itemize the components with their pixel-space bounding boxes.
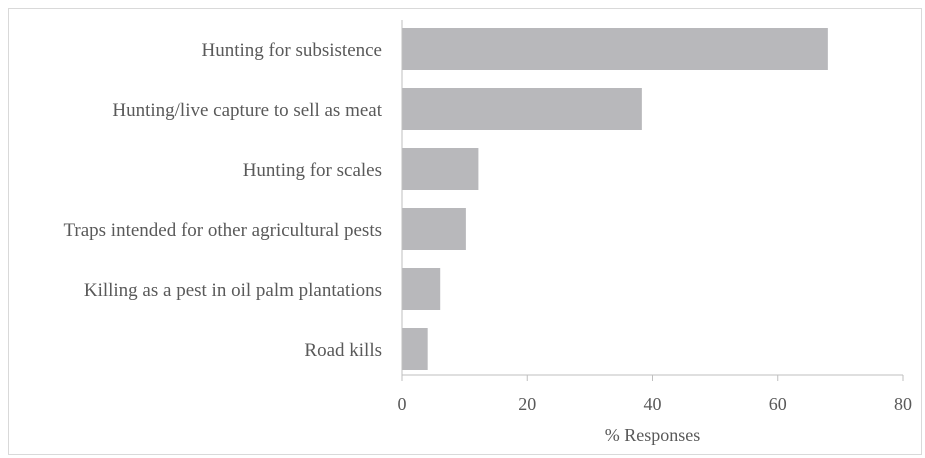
x-axis-title: % Responses — [605, 425, 701, 445]
x-ticks-group: 0 20 40 60 80 — [398, 375, 912, 414]
bar-6 — [402, 328, 428, 370]
category-label-3: Hunting for scales — [243, 160, 382, 181]
bar-4 — [402, 208, 466, 250]
category-label-2: Hunting/live capture to sell as meat — [112, 100, 382, 121]
bar-1 — [402, 28, 828, 70]
bars-group — [402, 28, 828, 370]
bar-2 — [402, 88, 642, 130]
x-tick-label-1: 0 — [398, 394, 407, 414]
x-tick-label-5: 80 — [894, 394, 912, 414]
bar-3 — [402, 148, 479, 190]
category-label-4: Traps intended for other agricultural pe… — [63, 220, 382, 241]
category-label-6: Road kills — [304, 340, 382, 361]
x-tick-label-2: 20 — [518, 394, 536, 414]
bar-5 — [402, 268, 441, 310]
category-labels-group: Hunting for subsistence Hunting/live capt… — [63, 40, 382, 361]
category-label-1: Hunting for subsistence — [202, 40, 382, 61]
category-label-5: Killing as a pest in oil palm plantation… — [84, 280, 382, 301]
x-tick-label-4: 60 — [769, 394, 787, 414]
x-tick-label-3: 40 — [644, 394, 662, 414]
